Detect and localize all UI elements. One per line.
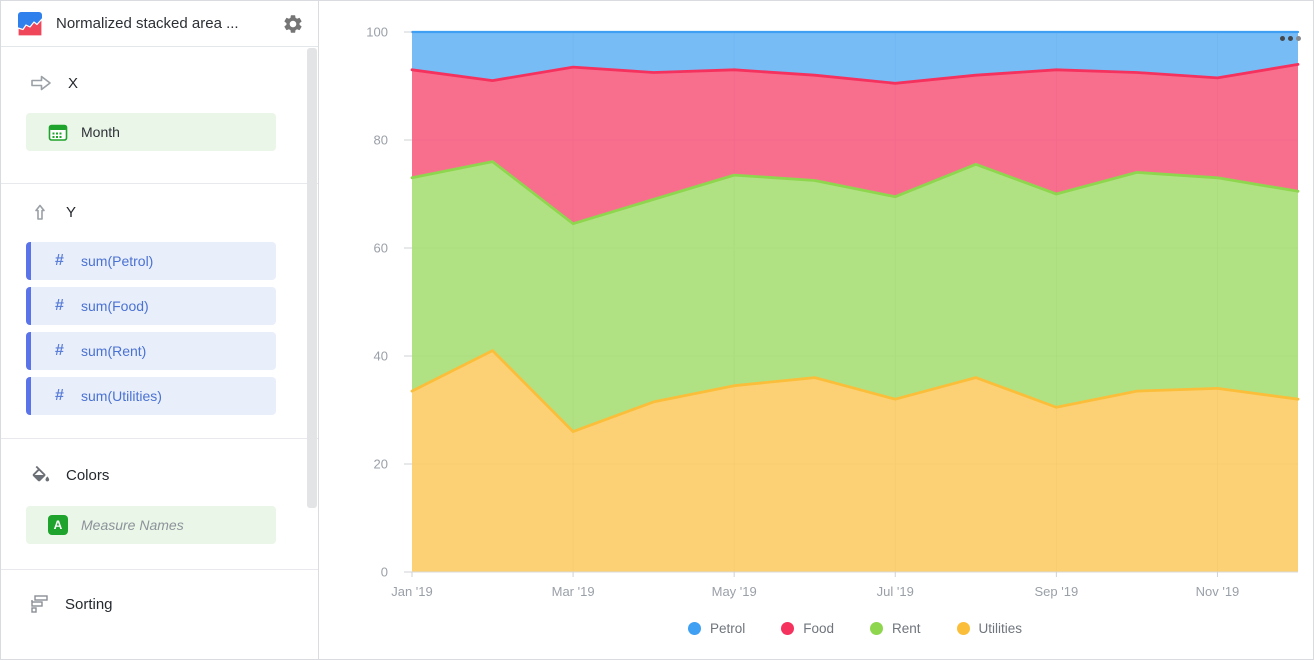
field-accent-bar	[26, 332, 31, 370]
legend-label: Petrol	[709, 621, 746, 636]
legend-label: Rent	[892, 621, 921, 636]
section-divider	[1, 183, 318, 184]
calendar-icon	[48, 123, 68, 142]
legend-label: Utilities	[978, 621, 1023, 636]
x-tick-label: Jan '19	[391, 584, 433, 599]
x-tick-label: Nov '19	[1196, 584, 1240, 599]
x-field-chip-month[interactable]: Month	[26, 113, 276, 151]
sidebar-header: Normalized stacked area ...	[1, 1, 318, 47]
x-section-label: X	[68, 74, 79, 92]
section-divider	[1, 569, 318, 570]
boundary-line-utilities	[410, 349, 1300, 434]
y-field-label: sum(Petrol)	[81, 253, 154, 269]
chart-title: Normalized stacked area ...	[56, 15, 239, 32]
legend-color-dot	[870, 622, 883, 635]
dot	[1296, 36, 1301, 41]
y-field-chip-sum-food-[interactable]: # sum(Food)	[26, 287, 276, 325]
chart-more-menu-button[interactable]	[1277, 33, 1304, 44]
legend-color-dot	[781, 622, 795, 635]
y-section-label: Y	[66, 203, 77, 221]
field-accent-bar	[26, 287, 31, 325]
area-chart-logo-icon	[17, 11, 43, 37]
colors-field-chip-measure-names[interactable]: A Measure Names	[26, 506, 276, 544]
sidebar-scrollbar-thumb[interactable]	[307, 48, 317, 508]
x-section-header: X	[29, 70, 78, 96]
stacked-area-chart[interactable]: 0 20 40 60 80 100 Jan '19 Mar '19 May '19 Jul '19…	[320, 1, 1314, 660]
y-field-chip-sum-rent-[interactable]: # sum(Rent)	[26, 332, 276, 370]
sorting-section-header[interactable]: Sorting	[29, 591, 113, 617]
arrow-up-icon	[29, 201, 51, 223]
y-field-label: sum(Utilities)	[81, 388, 162, 404]
x-tick-label: Jul '19	[877, 584, 914, 599]
y-field-chip-sum-petrol-[interactable]: # sum(Petrol)	[26, 242, 276, 280]
area-food[interactable]	[412, 64, 1298, 224]
area-utilities[interactable]	[412, 350, 1298, 572]
field-accent-bar	[26, 377, 31, 415]
x-tick-label: May '19	[712, 584, 757, 599]
y-section-header: Y	[29, 199, 76, 225]
y-tick-label: 100	[366, 25, 388, 40]
y-field-chip-sum-utilities-[interactable]: # sum(Utilities)	[26, 377, 276, 415]
colors-section-header: Colors	[29, 462, 109, 488]
field-accent-bar	[26, 242, 31, 280]
y-tick-label: 0	[381, 565, 388, 580]
number-hash-icon: #	[55, 252, 64, 269]
colors-field-label: Measure Names	[81, 517, 184, 533]
y-tick-label: 60	[374, 241, 388, 256]
x-tick-label: Mar '19	[552, 584, 595, 599]
boundary-line-food	[410, 63, 1300, 85]
legend-color-dot	[687, 622, 701, 635]
number-hash-icon: #	[55, 387, 64, 404]
y-tick-label: 80	[374, 133, 388, 148]
y-field-label: sum(Rent)	[81, 343, 147, 359]
dot	[1288, 36, 1293, 41]
legend-label: Food	[803, 621, 834, 636]
dot	[1280, 36, 1285, 41]
area-rent[interactable]	[412, 161, 1298, 432]
legend-item-utilities[interactable]: Utilities	[956, 621, 1023, 636]
chart-panel: 0 20 40 60 80 100 Jan '19 Mar '19 May '19 Jul '19…	[320, 1, 1314, 660]
legend-item-rent[interactable]: Rent	[870, 621, 921, 636]
boundary-line-rent	[410, 160, 1300, 226]
x-tick-label: Sep '19	[1035, 584, 1079, 599]
y-tick-label: 40	[374, 349, 388, 364]
y-field-label: sum(Food)	[81, 298, 149, 314]
y-tick-label: 20	[374, 457, 388, 472]
sorting-bars-icon	[29, 594, 50, 614]
legend-color-dot	[956, 622, 970, 635]
legend-item-petrol[interactable]: Petrol	[687, 621, 746, 636]
arrow-right-icon	[29, 73, 53, 93]
sorting-section-label: Sorting	[65, 595, 113, 613]
settings-gear-icon[interactable]	[282, 13, 304, 35]
x-field-label: Month	[81, 124, 120, 140]
colors-section-label: Colors	[66, 466, 110, 484]
dimension-a-icon: A	[48, 515, 68, 535]
legend-item-food[interactable]: Food	[781, 621, 834, 636]
config-sidebar: Normalized stacked area ... X	[1, 1, 319, 659]
paint-bucket-icon	[29, 464, 51, 486]
chart-legend: Petrol Food Rent Utilities	[412, 621, 1298, 636]
number-hash-icon: #	[55, 297, 64, 314]
number-hash-icon: #	[55, 342, 64, 359]
section-divider	[1, 438, 318, 439]
